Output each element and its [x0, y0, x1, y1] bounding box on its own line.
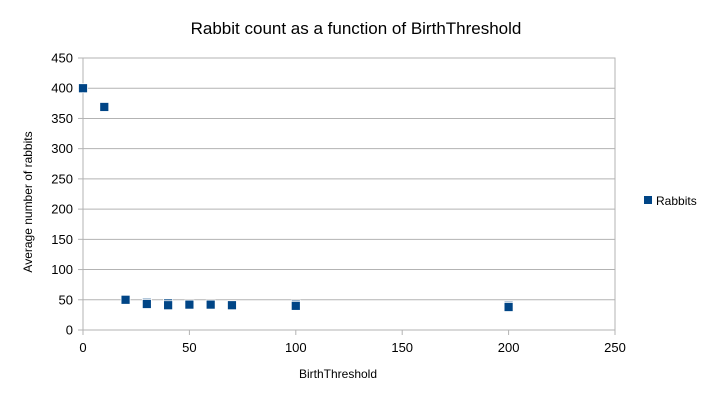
y-tick-label: 50 — [59, 292, 73, 307]
data-point — [78, 83, 88, 94]
x-tick-label: 250 — [604, 340, 626, 355]
y-tick-label: 150 — [51, 232, 73, 247]
legend-label: Rabbits — [656, 194, 697, 208]
y-tick-label: 100 — [51, 262, 73, 277]
data-point — [120, 294, 131, 305]
x-axis: 0 50 100 150 200 250 — [79, 330, 626, 355]
x-axis-label: BirthThreshold — [299, 367, 377, 381]
y-tick-label: 300 — [51, 141, 73, 156]
data-point — [141, 299, 152, 309]
chart-title: Rabbit count as a function of BirthThres… — [191, 19, 522, 38]
legend: Rabbits — [644, 194, 697, 208]
y-tick-label: 400 — [51, 81, 73, 96]
y-tick-label: 200 — [51, 202, 73, 217]
y-axis: 0 50 100 150 200 250 300 350 400 450 — [51, 51, 83, 338]
data-point — [99, 102, 110, 112]
y-tick-label: 0 — [66, 323, 73, 338]
legend-marker — [644, 196, 652, 204]
data-point — [205, 299, 216, 310]
x-tick-label: 150 — [391, 340, 413, 355]
gridlines — [83, 57, 615, 331]
x-tick-label: 100 — [285, 340, 307, 355]
data-point — [227, 300, 237, 311]
y-tick-label: 250 — [51, 171, 73, 186]
data-point — [290, 300, 301, 311]
data-point — [503, 302, 514, 312]
x-tick-label: 50 — [182, 340, 196, 355]
y-tick-label: 350 — [51, 111, 73, 126]
x-tick-label: 200 — [498, 340, 520, 355]
y-axis-label: Average number of rabbits — [21, 131, 35, 272]
y-tick-label: 450 — [51, 51, 73, 66]
x-tick-label: 0 — [79, 340, 86, 355]
data-point — [163, 300, 174, 311]
plot-area — [82, 57, 616, 331]
data-point — [184, 299, 195, 310]
data-series — [78, 83, 514, 312]
